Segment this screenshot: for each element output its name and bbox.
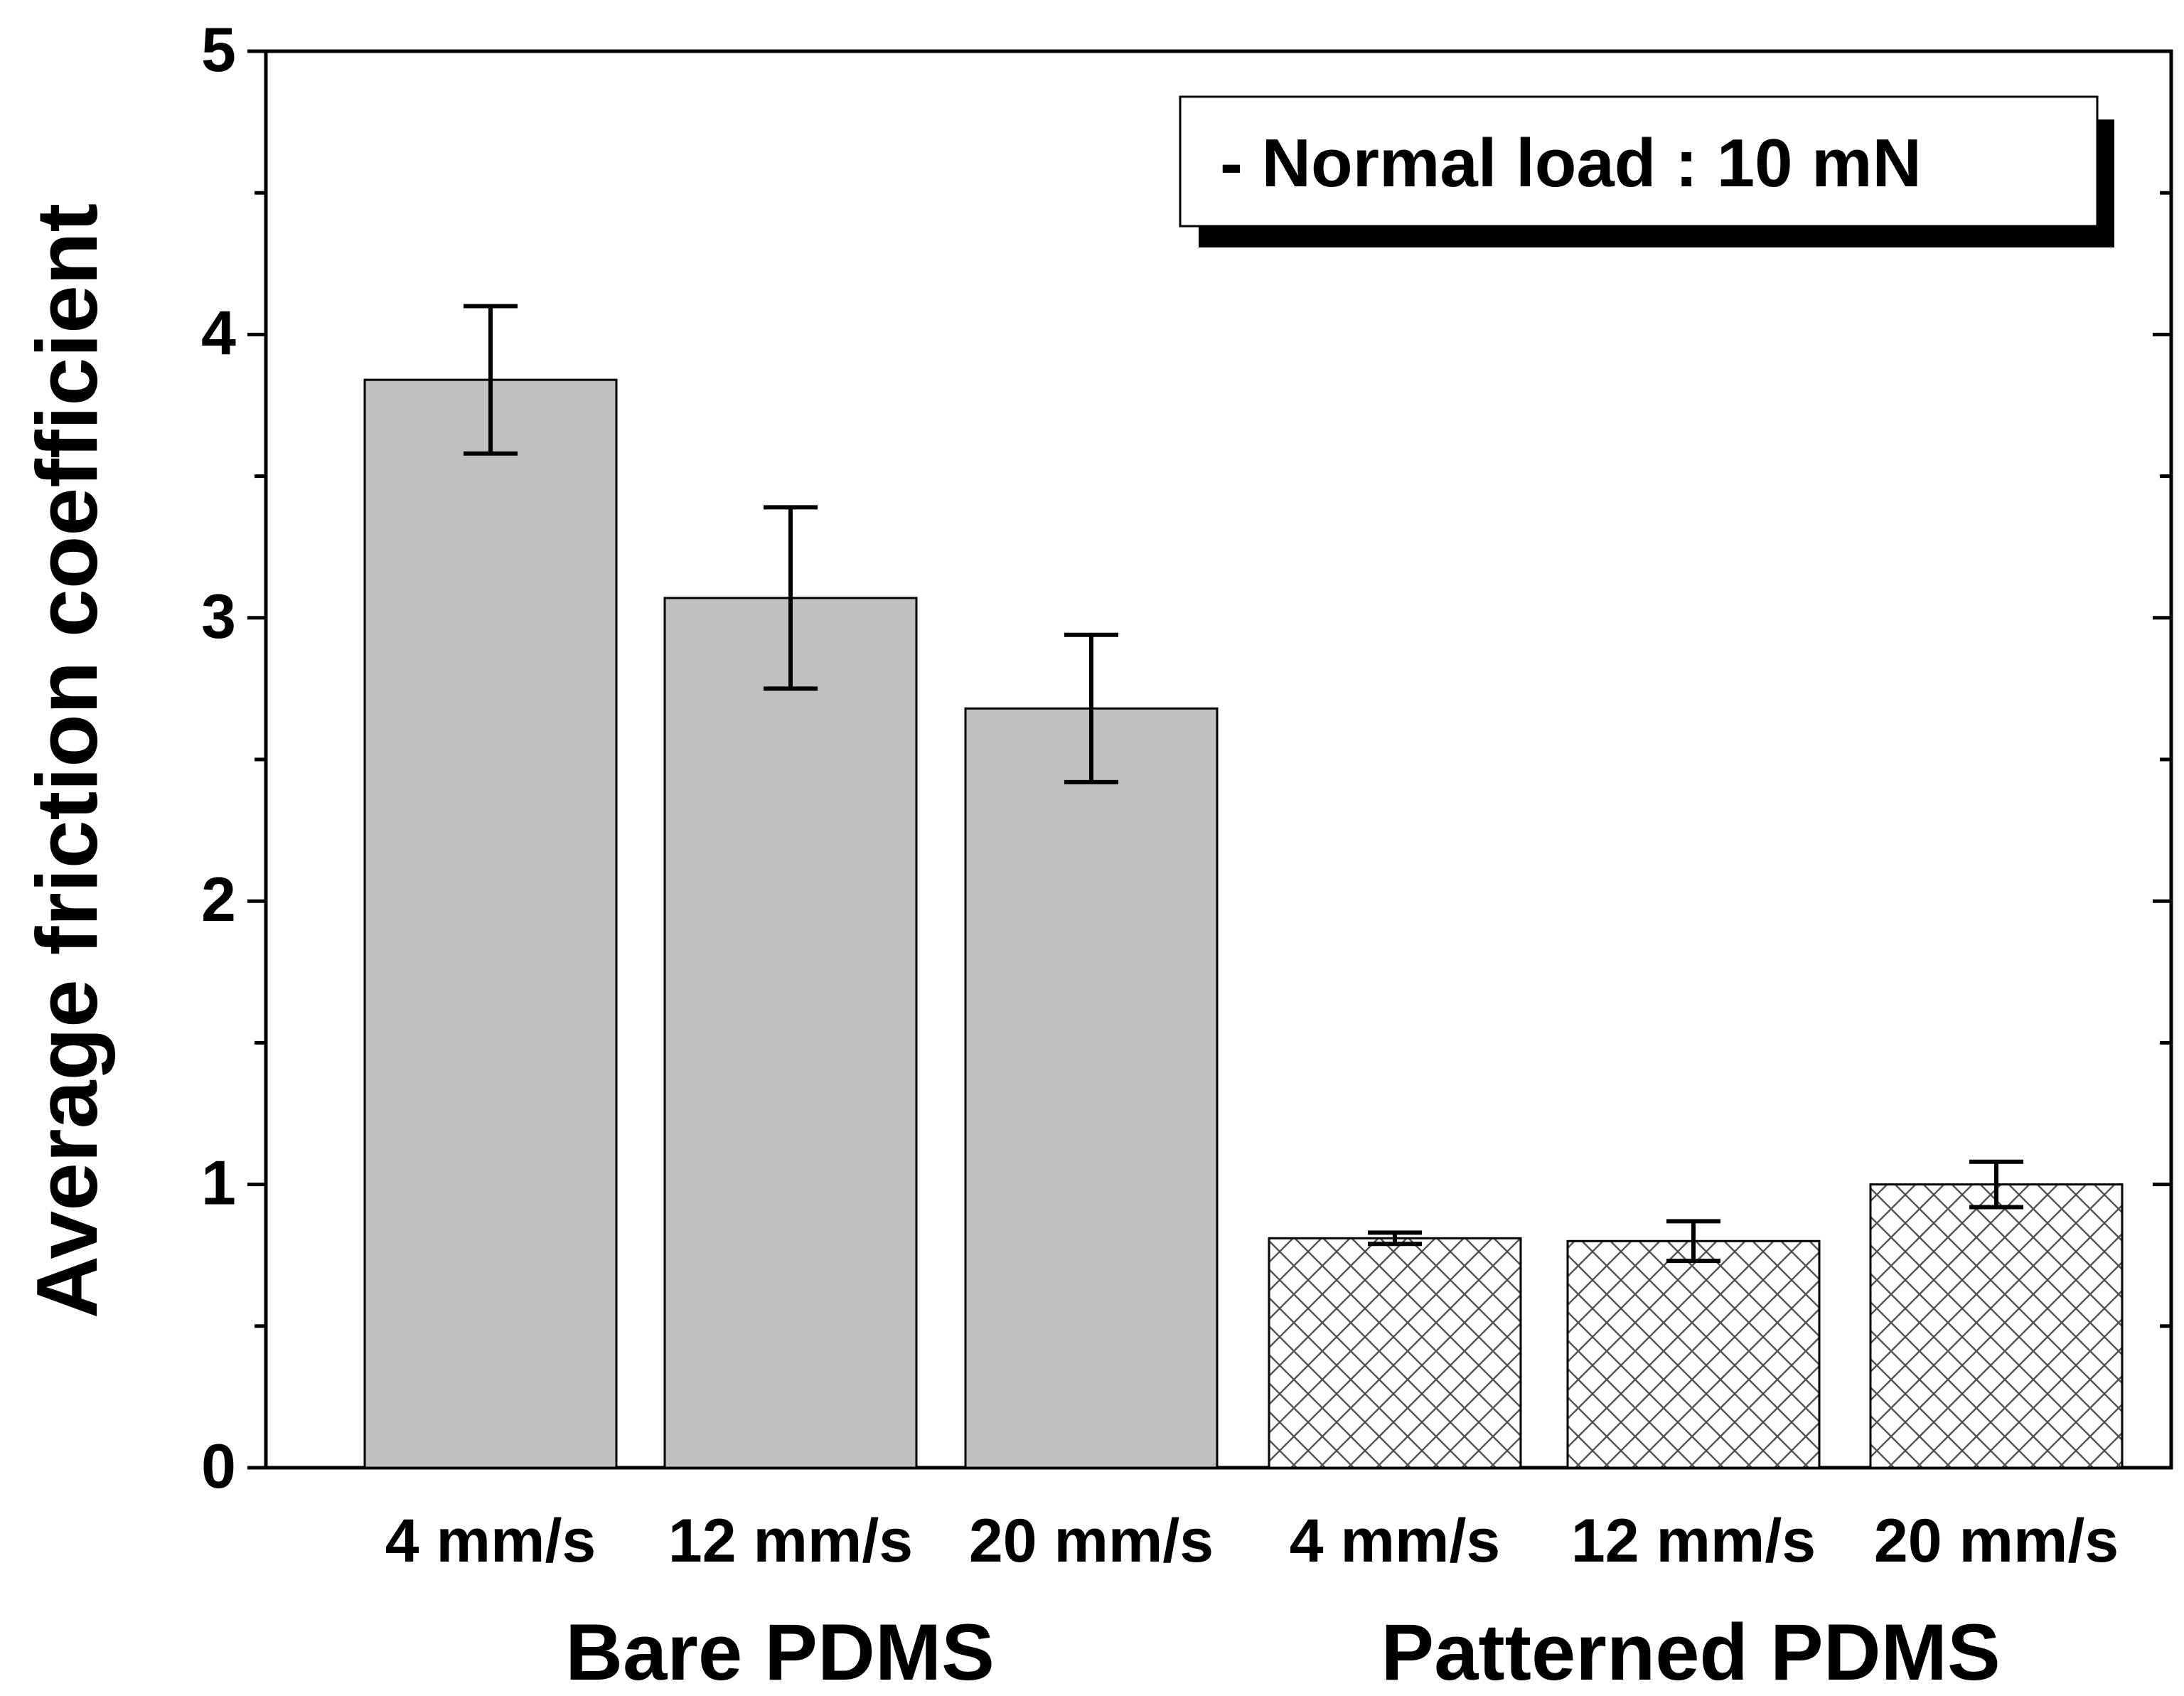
x-category-label: 4 mm/s bbox=[385, 1507, 596, 1575]
bar bbox=[1566, 1239, 1821, 1469]
group-label-bare-pdms: Bare PDMS bbox=[565, 1608, 995, 1692]
y-tick-label: 2 bbox=[201, 864, 236, 934]
bar bbox=[1869, 1183, 2124, 1469]
x-category-label: 20 mm/s bbox=[969, 1507, 1214, 1575]
y-tick-label: 4 bbox=[201, 297, 236, 368]
group-label-patterned-pdms: Patterned PDMS bbox=[1381, 1608, 2000, 1692]
y-tick-label: 1 bbox=[201, 1148, 236, 1218]
x-category-label: 20 mm/s bbox=[1874, 1507, 2119, 1575]
y-tick-label: 3 bbox=[201, 581, 236, 651]
x-category-label: 4 mm/s bbox=[1290, 1507, 1500, 1575]
y-tick-label: 5 bbox=[201, 14, 236, 85]
bar bbox=[964, 707, 1219, 1469]
bar bbox=[1268, 1237, 1522, 1469]
x-category-label: 12 mm/s bbox=[668, 1507, 913, 1575]
y-tick-label: 0 bbox=[201, 1431, 236, 1501]
x-category-label: 12 mm/s bbox=[1571, 1507, 1816, 1575]
bar bbox=[663, 597, 918, 1469]
bar bbox=[363, 378, 618, 1469]
y-axis-title: Average friction coefficient bbox=[18, 203, 115, 1318]
annotation-box bbox=[1179, 95, 2099, 228]
annotation-text: - Normal load : 10 mN bbox=[1220, 125, 1922, 201]
